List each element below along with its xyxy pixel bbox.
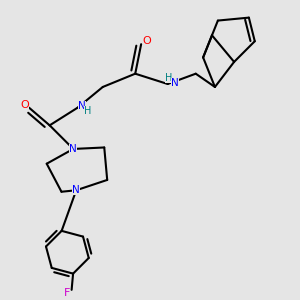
Text: N: N [171, 77, 179, 88]
Text: O: O [143, 36, 152, 46]
Text: N: N [69, 144, 77, 154]
Text: H: H [84, 106, 92, 116]
Text: H: H [166, 73, 173, 83]
Text: F: F [64, 288, 70, 298]
Text: N: N [72, 185, 80, 195]
Text: O: O [20, 100, 29, 110]
Text: N: N [78, 101, 86, 111]
